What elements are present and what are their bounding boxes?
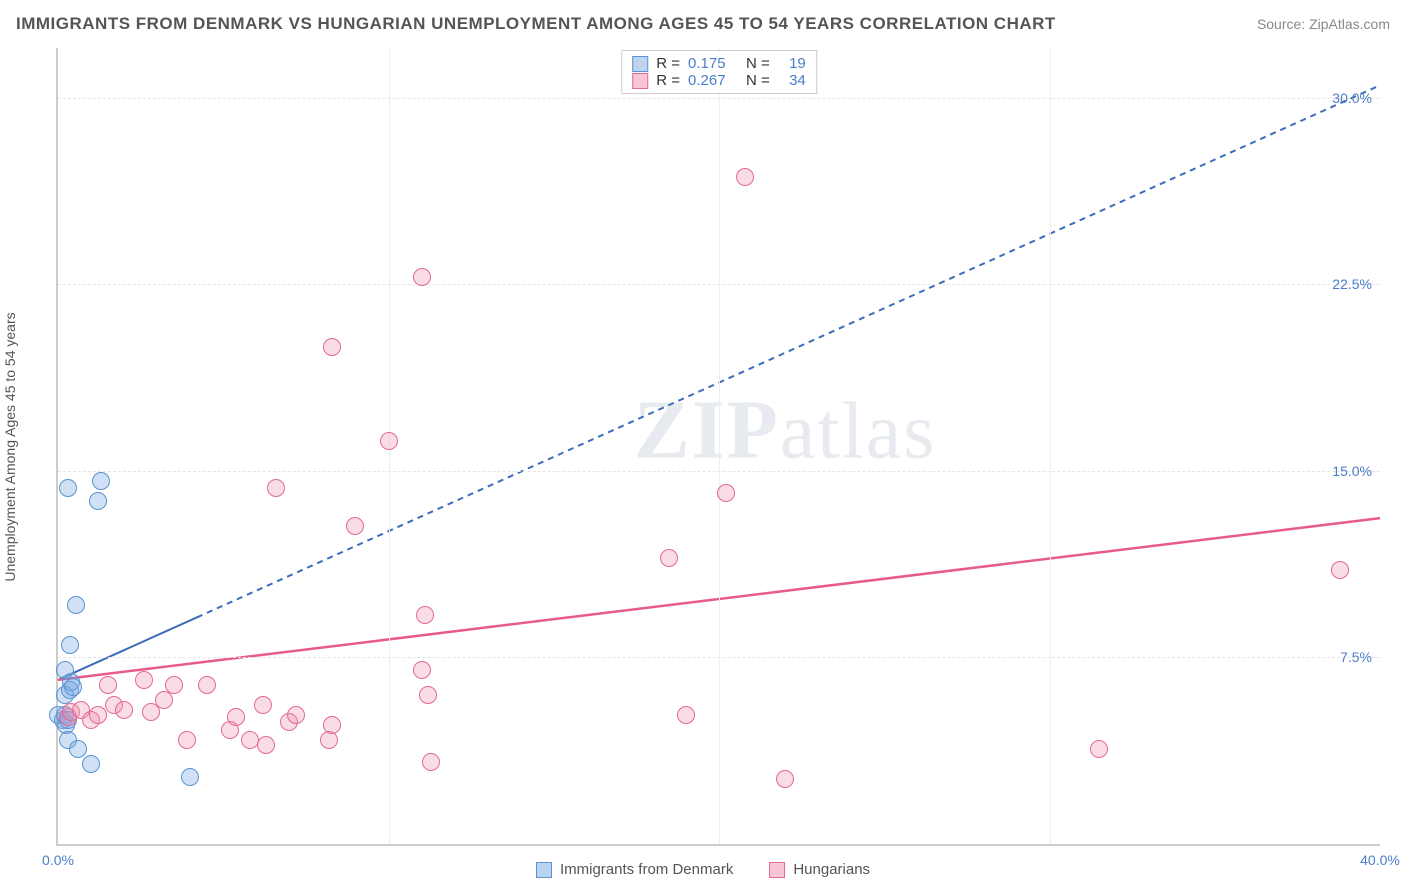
legend-swatch — [632, 56, 648, 72]
gridline-v — [1050, 48, 1051, 844]
data-point — [776, 770, 794, 788]
data-point — [181, 768, 199, 786]
y-tick-label: 15.0% — [1332, 463, 1372, 479]
data-point — [69, 740, 87, 758]
legend-r-label: R = — [656, 72, 680, 89]
legend-stat-row: R = 0.267 N = 34 — [632, 72, 806, 89]
watermark: ZIPatlas — [634, 382, 937, 479]
legend-series-label: Hungarians — [793, 861, 870, 878]
data-point — [56, 661, 74, 679]
y-tick-label: 30.0% — [1332, 90, 1372, 106]
data-point — [155, 691, 173, 709]
y-tick-label: 7.5% — [1340, 649, 1372, 665]
legend-r-value: 0.175 — [688, 55, 738, 72]
data-point — [323, 716, 341, 734]
data-point — [115, 701, 133, 719]
data-point — [89, 492, 107, 510]
data-point — [99, 676, 117, 694]
legend-r-value: 0.267 — [688, 72, 738, 89]
data-point — [82, 755, 100, 773]
data-point — [736, 168, 754, 186]
data-point — [717, 484, 735, 502]
chart-source: Source: ZipAtlas.com — [1257, 16, 1390, 32]
chart-title: IMMIGRANTS FROM DENMARK VS HUNGARIAN UNE… — [16, 14, 1056, 34]
legend-series-item: Hungarians — [769, 861, 870, 878]
data-point — [257, 736, 275, 754]
data-point — [92, 472, 110, 490]
gridline-v — [719, 48, 720, 844]
data-point — [380, 432, 398, 450]
legend-swatch — [769, 862, 785, 878]
legend-swatch — [536, 862, 552, 878]
legend-n-value: 34 — [778, 72, 806, 89]
data-point — [254, 696, 272, 714]
data-point — [64, 678, 82, 696]
data-point — [227, 708, 245, 726]
data-point — [241, 731, 259, 749]
data-point — [323, 338, 341, 356]
data-point — [346, 517, 364, 535]
legend-r-label: R = — [656, 55, 680, 72]
data-point — [267, 479, 285, 497]
data-point — [422, 753, 440, 771]
data-point — [165, 676, 183, 694]
legend-stat-row: R = 0.175 N = 19 — [632, 55, 806, 72]
data-point — [1090, 740, 1108, 758]
legend-swatch — [632, 73, 648, 89]
legend-n-value: 19 — [778, 55, 806, 72]
legend-stats: R = 0.175 N = 19 R = 0.267 N = 34 — [621, 50, 817, 94]
data-point — [198, 676, 216, 694]
legend-n-label: N = — [746, 55, 770, 72]
scatter-chart: ZIPatlas R = 0.175 N = 19 R = 0.267 N = 34 7.5%… — [56, 48, 1380, 846]
legend-n-label: N = — [746, 72, 770, 89]
legend-series-label: Immigrants from Denmark — [560, 861, 733, 878]
data-point — [660, 549, 678, 567]
data-point — [178, 731, 196, 749]
data-point — [89, 706, 107, 724]
data-point — [416, 606, 434, 624]
data-point — [413, 268, 431, 286]
data-point — [59, 479, 77, 497]
legend-series-item: Immigrants from Denmark — [536, 861, 733, 878]
y-tick-label: 22.5% — [1332, 276, 1372, 292]
data-point — [61, 636, 79, 654]
legend-series: Immigrants from Denmark Hungarians — [0, 861, 1406, 878]
data-point — [413, 661, 431, 679]
data-point — [677, 706, 695, 724]
data-point — [135, 671, 153, 689]
data-point — [419, 686, 437, 704]
data-point — [287, 706, 305, 724]
data-point — [67, 596, 85, 614]
y-axis-label: Unemployment Among Ages 45 to 54 years — [2, 312, 18, 581]
data-point — [1331, 561, 1349, 579]
